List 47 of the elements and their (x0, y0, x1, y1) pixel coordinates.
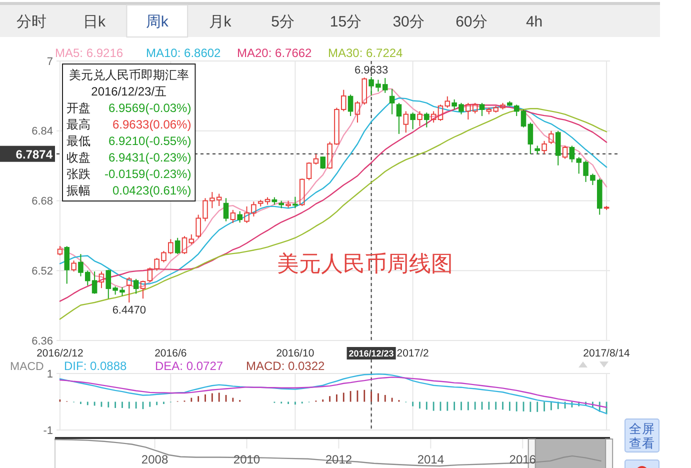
annotation: 开盘 (66, 101, 90, 115)
cursor-label: 2016/12/23 (346, 347, 396, 360)
tab-label: 日k (83, 14, 106, 30)
x-tick-label: 2014 (417, 452, 444, 466)
annotation: 6.9210(-0.55%) (108, 134, 192, 148)
ref-label: 6.7874 (0, 146, 55, 162)
text: 美元人民币周线图 (276, 251, 453, 276)
annotation: 6.9569(-0.03%) (108, 101, 192, 115)
tab-label: 月k (208, 14, 232, 30)
y-tick-label: 6.52 (32, 265, 53, 278)
y-tick-label: 1 (46, 368, 53, 380)
y-tick-label: 7 (46, 56, 53, 68)
annotation: 收盘 (66, 150, 90, 164)
x-tick-label: 2008 (141, 452, 168, 466)
tab: 周k (126, 4, 188, 38)
tab-label: 15分 (330, 14, 362, 30)
annotation: 6.9633(0.06%) (112, 118, 192, 132)
annotation: 6.9633 (354, 64, 388, 77)
annotation: 最高 (66, 118, 90, 132)
annotation: 6.9431(-0.23%) (108, 150, 192, 164)
annotation: 振幅 (66, 184, 90, 198)
button: 全屏查看 (624, 418, 660, 452)
legend: MA5: 6.9216 MA10: 6.8602 MA20: 6.7662 MA30: 6.7224 (55, 46, 403, 60)
ref-line-label: 6.7874 (16, 147, 53, 162)
tab-label: 5分 (271, 14, 295, 30)
tab-label: 30分 (392, 14, 424, 30)
y-tick-label: 6.36 (32, 335, 53, 348)
annotation: -0.0159(-0.23%) (104, 167, 192, 181)
annotation: 6.4470 (112, 304, 146, 317)
legend: DIF: 0.0888 DEA: 0.0727 MACD: 0.0322 (64, 359, 325, 373)
tab-label: 4h (526, 14, 543, 30)
y-tick-label: -1 (43, 424, 53, 437)
y-tick-label: 6.68 (32, 196, 53, 208)
y-tick-label: 6.84 (32, 126, 53, 138)
tab-label: 60分 (456, 14, 488, 30)
x-tick-label: 2016/6 (154, 348, 187, 360)
tab-label: 分时 (16, 14, 46, 30)
x-tick-label: 2016/10 (276, 348, 314, 360)
x-tick-label: 2017/8/14 (583, 348, 630, 360)
chart-title: MACD (10, 361, 44, 373)
x-tick-label: 2016/2/12 (36, 348, 84, 360)
annotation: 2016/12/23/五 (91, 84, 167, 98)
annotation: 0.0423(0.61%) (112, 184, 192, 198)
annotation: 张跌 (66, 167, 90, 181)
annotation: 最低 (66, 134, 90, 148)
annotation: 美元兑人民币即期汇率 (68, 68, 189, 82)
x-tick-label: 2017/2 (396, 348, 430, 360)
